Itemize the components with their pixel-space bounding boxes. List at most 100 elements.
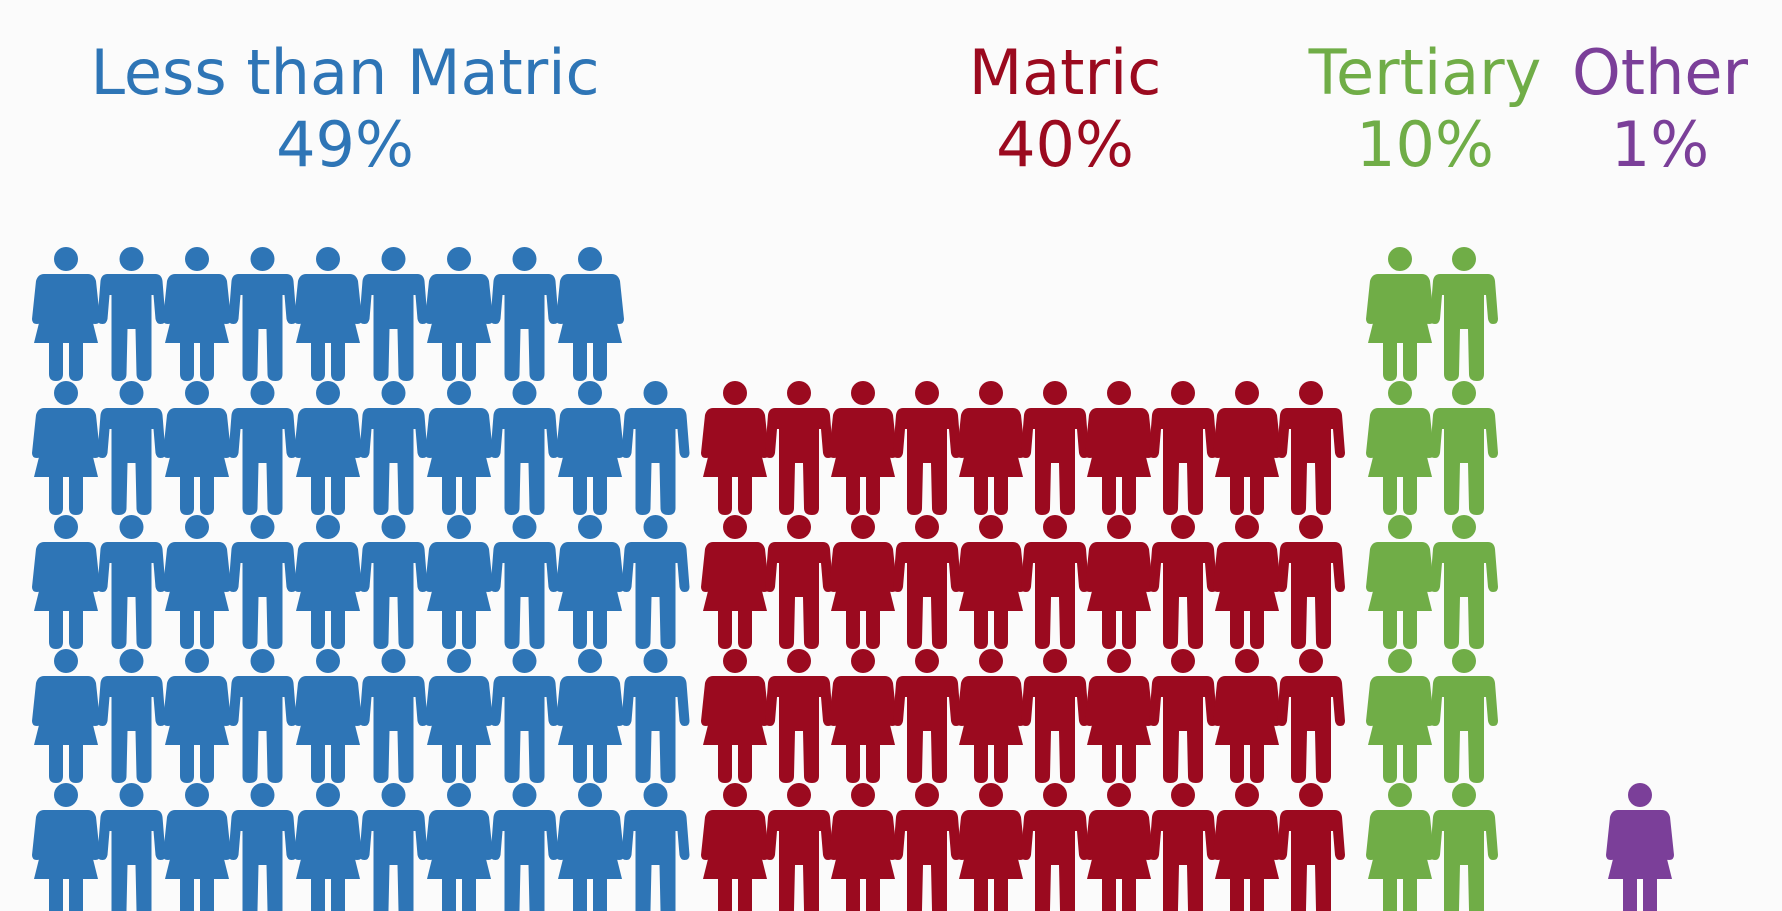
person-icon-matric <box>1213 649 1281 783</box>
person-icon-less-than-matric <box>294 381 362 515</box>
person-icon-less-than-matric <box>163 515 231 649</box>
person-icon-matric <box>1277 783 1345 911</box>
person-icon-less-than-matric <box>359 649 428 783</box>
category-name: Other <box>1571 36 1749 109</box>
person-icon-less-than-matric <box>228 649 297 783</box>
person-icon-matric <box>1213 515 1281 649</box>
person-icon-less-than-matric <box>359 515 428 649</box>
person-icon-matric <box>765 649 833 783</box>
person-icon-matric <box>957 783 1025 911</box>
person-icon-less-than-matric <box>621 649 690 783</box>
category-name: Matric <box>968 36 1162 109</box>
category-label-tertiary: Tertiary 10% <box>1305 42 1545 176</box>
person-icon-tertiary <box>1366 247 1434 381</box>
person-icon-less-than-matric <box>294 783 362 911</box>
person-icon-less-than-matric <box>425 515 493 649</box>
person-icon-less-than-matric <box>621 515 690 649</box>
person-icon-less-than-matric <box>359 783 428 911</box>
person-icon-matric <box>957 515 1025 649</box>
person-icon-matric <box>1021 381 1089 515</box>
person-icon-less-than-matric <box>163 783 231 911</box>
person-icon-less-than-matric <box>97 649 166 783</box>
person-icon-matric <box>1277 515 1345 649</box>
person-icon-less-than-matric <box>294 515 362 649</box>
person-icon-matric <box>893 649 961 783</box>
person-icon-matric <box>1085 649 1153 783</box>
category-percent: 49% <box>276 108 414 181</box>
person-icon-less-than-matric <box>425 247 493 381</box>
person-icon-less-than-matric <box>97 515 166 649</box>
person-icon-less-than-matric <box>228 381 297 515</box>
person-icon-matric <box>765 783 833 911</box>
person-icon-matric <box>1213 381 1281 515</box>
person-icon-matric <box>701 515 769 649</box>
person-icon-matric <box>765 515 833 649</box>
person-icon-tertiary <box>1366 649 1434 783</box>
person-icon-tertiary <box>1430 515 1498 649</box>
person-icon-less-than-matric <box>97 247 166 381</box>
person-icon-tertiary <box>1366 783 1434 911</box>
person-icon-matric <box>893 381 961 515</box>
person-icon-matric <box>1149 783 1217 911</box>
person-icon-less-than-matric <box>359 381 428 515</box>
person-icon-less-than-matric <box>228 783 297 911</box>
person-icon-matric <box>701 649 769 783</box>
person-icon-matric <box>893 515 961 649</box>
person-icon-less-than-matric <box>621 381 690 515</box>
person-icon-matric <box>1085 783 1153 911</box>
person-icon-matric <box>1277 381 1345 515</box>
person-icon-less-than-matric <box>490 247 559 381</box>
person-icon-less-than-matric <box>228 247 297 381</box>
person-icon-less-than-matric <box>32 649 100 783</box>
person-icon-matric <box>957 381 1025 515</box>
category-name: Tertiary <box>1308 36 1542 109</box>
person-icon-matric <box>829 783 897 911</box>
person-icon-tertiary <box>1430 783 1498 911</box>
person-icon-matric <box>1021 783 1089 911</box>
person-icon-matric <box>1021 649 1089 783</box>
person-icon-less-than-matric <box>425 649 493 783</box>
person-icon-less-than-matric <box>556 649 624 783</box>
person-icon-less-than-matric <box>556 783 624 911</box>
person-icon-tertiary <box>1430 649 1498 783</box>
person-icon-matric <box>893 783 961 911</box>
person-icon-less-than-matric <box>556 247 624 381</box>
person-icon-matric <box>1149 381 1217 515</box>
person-icon-less-than-matric <box>32 381 100 515</box>
person-icon-tertiary <box>1430 381 1498 515</box>
person-icon-less-than-matric <box>490 649 559 783</box>
person-icon-matric <box>1149 649 1217 783</box>
person-icon-matric <box>1213 783 1281 911</box>
person-icon-less-than-matric <box>163 247 231 381</box>
person-icon-less-than-matric <box>556 515 624 649</box>
person-icon-less-than-matric <box>163 649 231 783</box>
person-icon-less-than-matric <box>32 515 100 649</box>
category-label-other: Other 1% <box>1545 42 1775 176</box>
person-icon-tertiary <box>1366 381 1434 515</box>
person-icon-matric <box>701 381 769 515</box>
person-icon-less-than-matric <box>97 783 166 911</box>
person-icon-less-than-matric <box>32 783 100 911</box>
category-label-matric: Matric 40% <box>880 42 1250 176</box>
person-icon-less-than-matric <box>32 247 100 381</box>
person-icon-matric <box>1021 515 1089 649</box>
person-icon-matric <box>701 783 769 911</box>
person-icon-matric <box>829 649 897 783</box>
person-icon-less-than-matric <box>425 783 493 911</box>
person-icon-tertiary <box>1366 515 1434 649</box>
person-icon-less-than-matric <box>490 783 559 911</box>
person-icon-other <box>1606 783 1674 911</box>
person-icon-less-than-matric <box>490 515 559 649</box>
person-icon-less-than-matric <box>97 381 166 515</box>
person-icon-matric <box>829 515 897 649</box>
person-icon-less-than-matric <box>228 515 297 649</box>
category-label-less-than-matric: Less than Matric 49% <box>80 42 610 176</box>
person-icon-less-than-matric <box>294 247 362 381</box>
person-icon-tertiary <box>1430 247 1498 381</box>
person-icon-less-than-matric <box>621 783 690 911</box>
person-icon-less-than-matric <box>294 649 362 783</box>
category-name: Less than Matric <box>90 36 600 109</box>
person-icon-matric <box>1149 515 1217 649</box>
person-icon-less-than-matric <box>556 381 624 515</box>
